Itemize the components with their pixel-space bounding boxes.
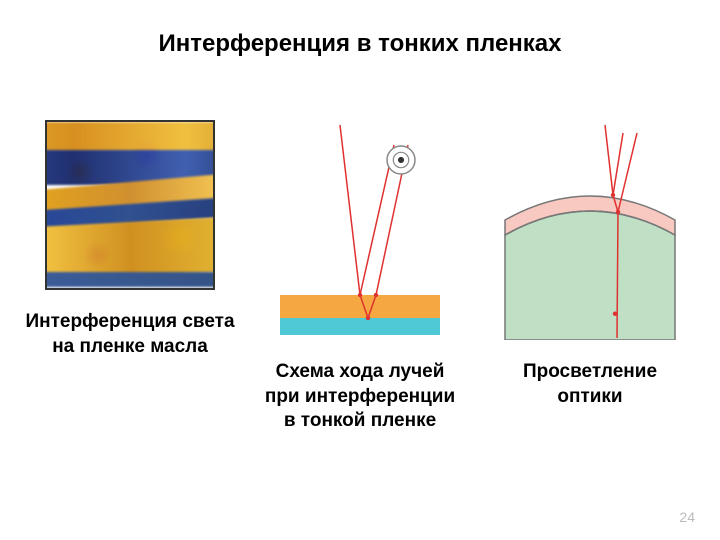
panel-oil-film: Интерференция света на пленке масла	[20, 120, 240, 359]
panel-lens-coating: Просветление оптики	[480, 120, 700, 409]
page-title: Интерференция в тонких пленках	[0, 30, 720, 58]
lens-coating-svg	[495, 120, 685, 340]
page-number: 24	[679, 509, 695, 525]
caption-ray-diagram: Схема хода лучей при интерференции в тон…	[265, 360, 455, 434]
oil-film-image	[45, 120, 215, 290]
caption-oil-film: Интерференция света на пленке масла	[25, 310, 234, 359]
thin-film-ray-svg	[260, 120, 460, 340]
panel-ray-diagram: Схема хода лучей при интерференции в тон…	[250, 120, 470, 434]
panels-row: Интерференция света на пленке масла Схем…	[20, 120, 700, 434]
caption-lens-coating: Просветление оптики	[523, 360, 657, 409]
